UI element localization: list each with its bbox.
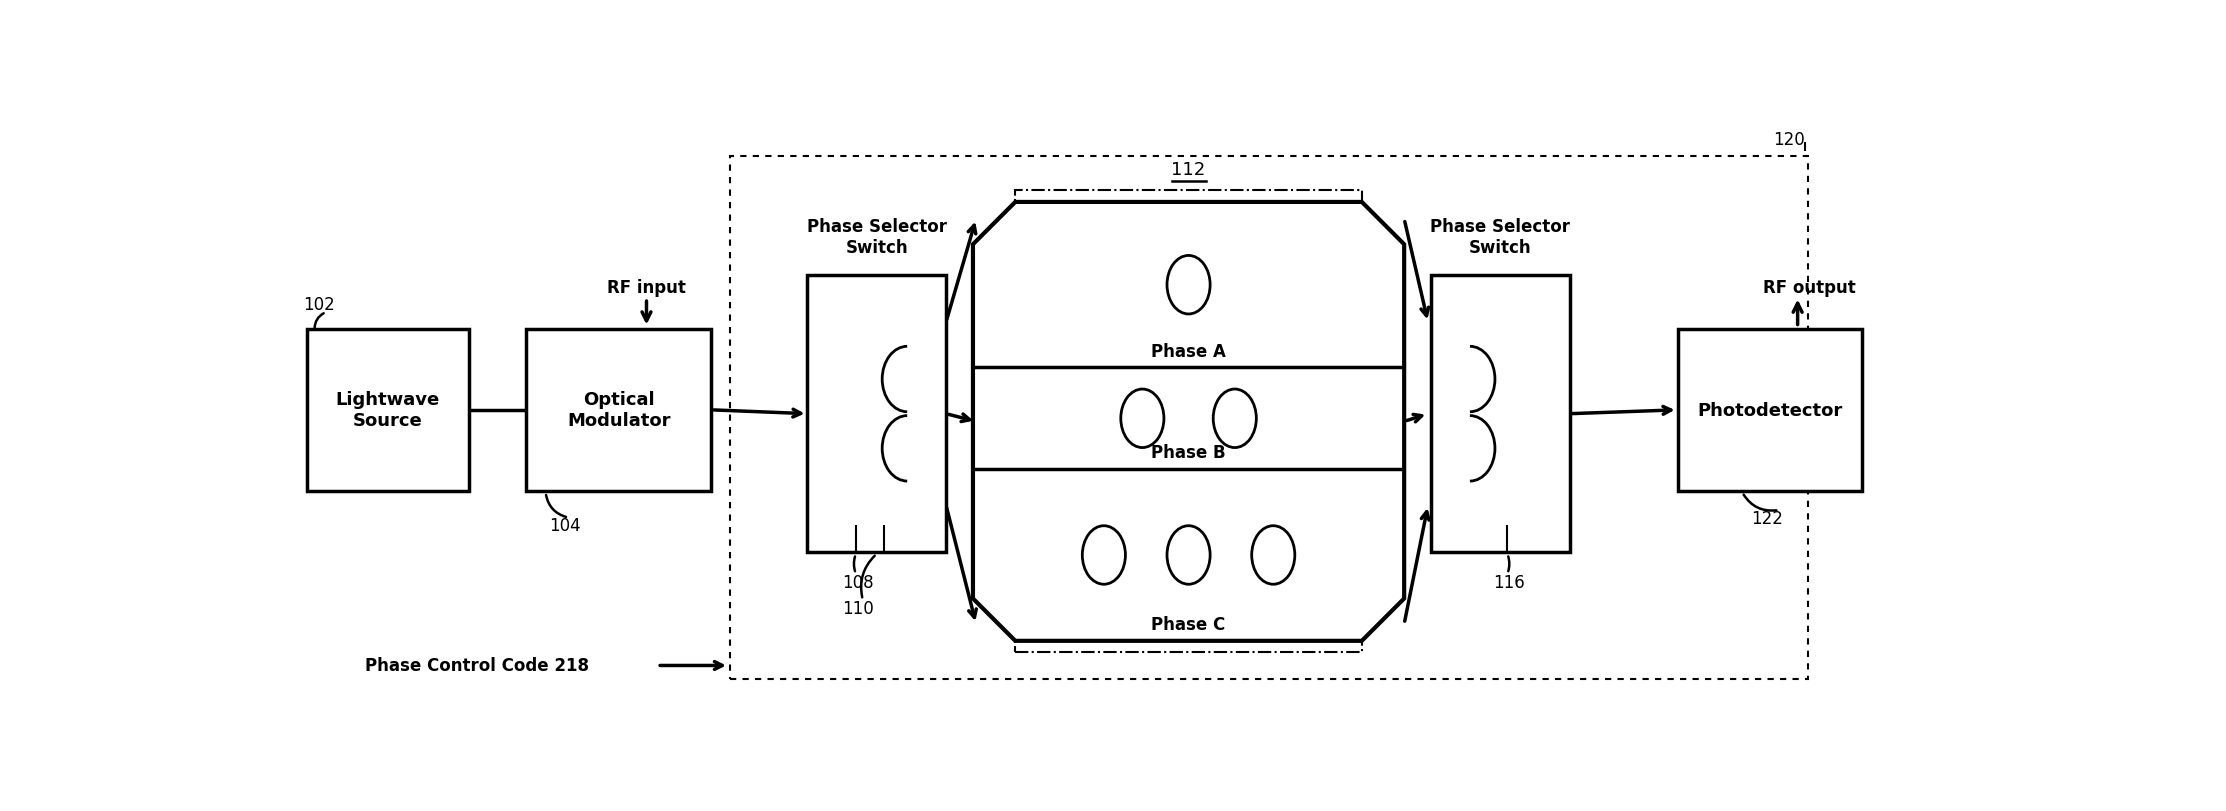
Bar	[1015, 191, 1362, 653]
Text: Phase Selector
Switch: Phase Selector Switch	[806, 218, 946, 256]
Ellipse shape	[1166, 256, 1211, 315]
Text: 102: 102	[303, 296, 334, 314]
Text: RF output: RF output	[1763, 278, 1856, 296]
Ellipse shape	[1082, 526, 1126, 585]
Bar	[307, 329, 470, 491]
Polygon shape	[973, 203, 1405, 641]
Ellipse shape	[1122, 389, 1164, 448]
Text: Phase Selector
Switch: Phase Selector Switch	[1431, 218, 1569, 256]
Text: Phase B: Phase B	[1151, 444, 1227, 461]
Text: Lightwave
Source: Lightwave Source	[336, 391, 441, 430]
Bar	[1431, 276, 1569, 552]
Ellipse shape	[1166, 526, 1211, 585]
Ellipse shape	[1213, 389, 1255, 448]
Bar	[1678, 329, 1863, 491]
Text: 116: 116	[1494, 573, 1525, 590]
Text: 120: 120	[1772, 131, 1805, 148]
Text: Optical
Modulator: Optical Modulator	[568, 391, 670, 430]
Ellipse shape	[1251, 526, 1296, 585]
Text: 112: 112	[1171, 161, 1206, 178]
Text: 108: 108	[841, 573, 873, 590]
Text: Phase Control Code 218: Phase Control Code 218	[365, 657, 588, 675]
Text: 122: 122	[1752, 509, 1783, 527]
Bar	[730, 157, 1808, 680]
Text: 110: 110	[841, 599, 875, 617]
Text: Photodetector: Photodetector	[1696, 401, 1843, 419]
Text: Phase A: Phase A	[1151, 342, 1227, 360]
Bar	[808, 276, 946, 552]
Bar	[525, 329, 710, 491]
Text: 104: 104	[550, 517, 581, 534]
Text: Phase C: Phase C	[1151, 615, 1227, 633]
Text: RF input: RF input	[608, 278, 686, 296]
